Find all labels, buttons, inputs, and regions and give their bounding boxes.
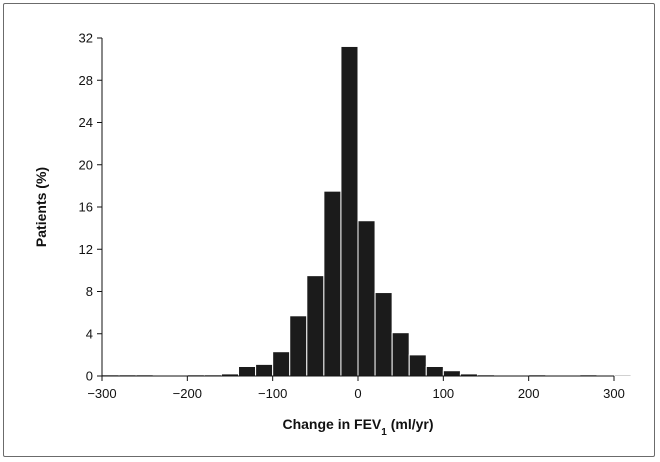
y-tick-label: 12 <box>79 242 93 257</box>
histogram-bar <box>391 332 410 377</box>
x-axis-title-unit: (ml/yr) <box>387 416 434 432</box>
y-tick-label: 24 <box>79 115 93 130</box>
x-tick-label: 300 <box>603 386 625 401</box>
histogram-bar <box>442 370 461 377</box>
histogram-bar <box>289 315 308 377</box>
histogram-bar <box>238 365 257 377</box>
y-axis-title: Patients (%) <box>33 167 49 247</box>
y-tick-label: 32 <box>79 31 93 46</box>
y-tick-label: 16 <box>79 200 93 215</box>
x-tick-label: 100 <box>432 386 454 401</box>
y-tick-label: 0 <box>86 369 93 384</box>
histogram-bars <box>101 45 632 377</box>
x-tick-label: −100 <box>258 386 287 401</box>
y-tick-label: 8 <box>86 284 93 299</box>
histogram-bar <box>613 374 632 377</box>
x-axis-title-subscript: 1 <box>381 427 387 438</box>
histogram-bar <box>272 351 291 377</box>
x-axis-title: Change in FEV1 (ml/yr) <box>282 416 433 438</box>
x-tick-label: −200 <box>173 386 202 401</box>
histogram-bar <box>357 220 376 377</box>
x-axis-title-main: Change in FEV <box>282 416 381 432</box>
histogram-bar <box>408 354 427 377</box>
histogram-bar <box>374 292 393 377</box>
x-tick-label: 200 <box>518 386 540 401</box>
y-tick-label: 20 <box>79 157 93 172</box>
histogram-bar <box>425 365 444 377</box>
x-tick-label: 0 <box>354 386 361 401</box>
histogram-bar <box>323 190 342 377</box>
histogram-bar <box>340 45 359 377</box>
y-tick-label: 28 <box>79 73 93 88</box>
y-axis-ticks: 0 4 8 12 16 20 24 28 32 <box>79 31 102 384</box>
histogram-bar <box>255 363 274 377</box>
histogram-bar <box>306 275 325 377</box>
y-tick-label: 4 <box>86 326 93 341</box>
x-axis-ticks: −300 −200 −100 0 100 200 300 <box>87 376 625 401</box>
x-tick-label: −300 <box>87 386 116 401</box>
